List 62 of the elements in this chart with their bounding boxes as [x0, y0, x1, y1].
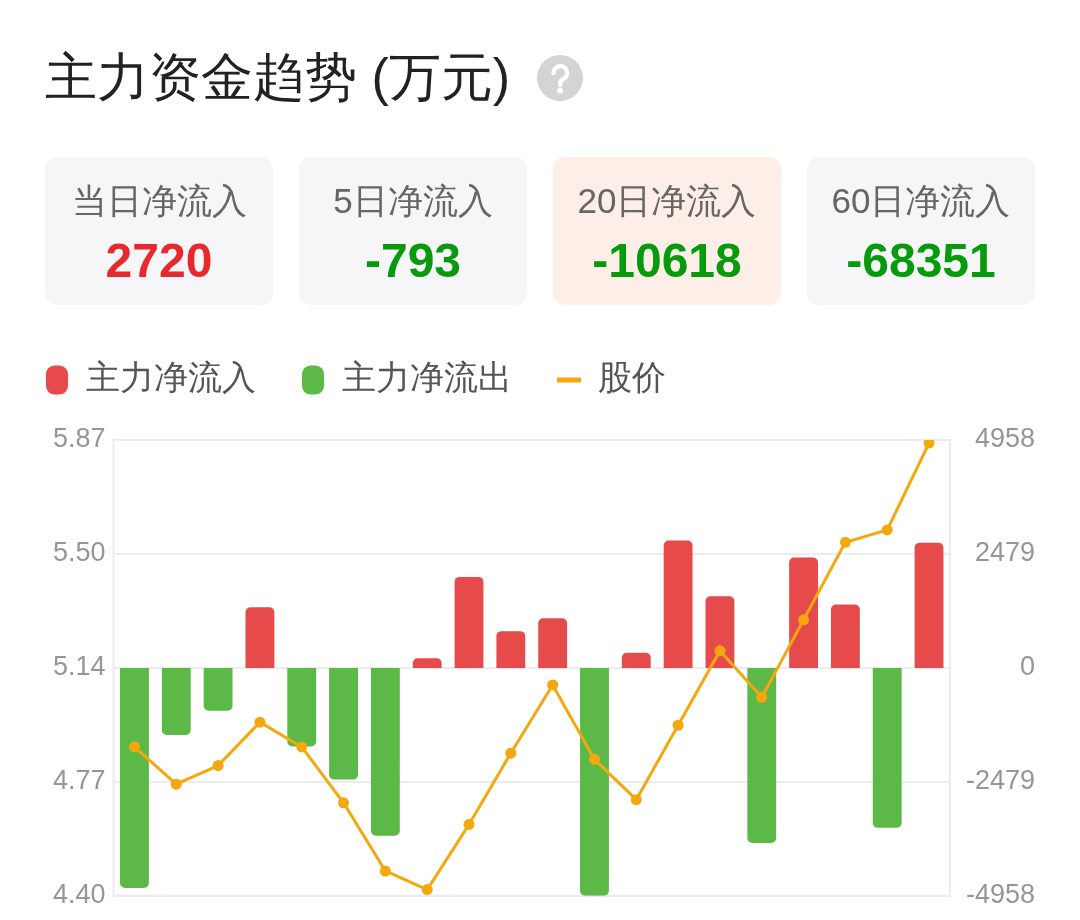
bar [454, 576, 484, 668]
point [379, 865, 391, 877]
y2-tick-label: 2479 [974, 537, 1035, 568]
bar [496, 631, 526, 668]
bar [621, 652, 651, 668]
legend-label: 主力净流入 [86, 358, 256, 397]
point [798, 614, 810, 626]
point [547, 679, 559, 691]
bar [538, 618, 568, 668]
y2-tick-label: 0 [1019, 651, 1035, 682]
bar [789, 557, 818, 668]
point [505, 747, 517, 759]
bar [747, 667, 777, 844]
category-label: 60日净流入 [830, 180, 1012, 222]
point [463, 818, 475, 830]
text: 主力资金趋势 (万元) [45, 47, 511, 108]
point [421, 884, 433, 896]
y-tick-label: 5.14 [52, 651, 106, 682]
bar [412, 658, 442, 668]
point [672, 719, 684, 731]
category-label: 当日净流入 [70, 180, 248, 222]
point [338, 797, 350, 809]
bar [161, 667, 191, 736]
point [756, 691, 768, 703]
y-tick-label: 4.40 [52, 879, 106, 910]
point [714, 645, 726, 657]
legend-label: 主力净流出 [342, 358, 512, 397]
point [588, 753, 600, 765]
category-label: 5日净流入 [332, 180, 494, 222]
bar [329, 667, 358, 780]
bar [830, 604, 860, 668]
y-tick-label: 4.77 [52, 765, 106, 796]
point [839, 536, 851, 548]
bar [245, 607, 275, 668]
bar [287, 667, 317, 747]
bar [705, 596, 735, 668]
bar [872, 667, 902, 828]
point [296, 741, 308, 753]
point [923, 440, 935, 449]
bar [370, 667, 400, 836]
y2-tick-label: -2479 [965, 765, 1035, 796]
point [254, 716, 266, 728]
legend-label: 股价 [598, 358, 666, 397]
data-label: 2720 [104, 233, 214, 289]
point [630, 794, 642, 806]
category-label: 20日净流入 [576, 180, 758, 222]
point [128, 741, 140, 753]
y-tick-label: 5.87 [52, 423, 106, 454]
data-label: -793 [363, 233, 463, 289]
bar [203, 667, 233, 711]
point [881, 524, 893, 536]
y-tick-label: 5.50 [52, 537, 106, 568]
data-label: -10618 [591, 233, 743, 289]
bar [580, 667, 609, 896]
y2-tick-label: 4958 [974, 423, 1035, 454]
y2-tick-label: -4958 [965, 879, 1035, 910]
bar [120, 667, 149, 889]
point [212, 760, 224, 772]
point [170, 778, 182, 790]
bar [663, 540, 693, 668]
bar [914, 542, 944, 668]
data-label: -68351 [845, 233, 997, 289]
